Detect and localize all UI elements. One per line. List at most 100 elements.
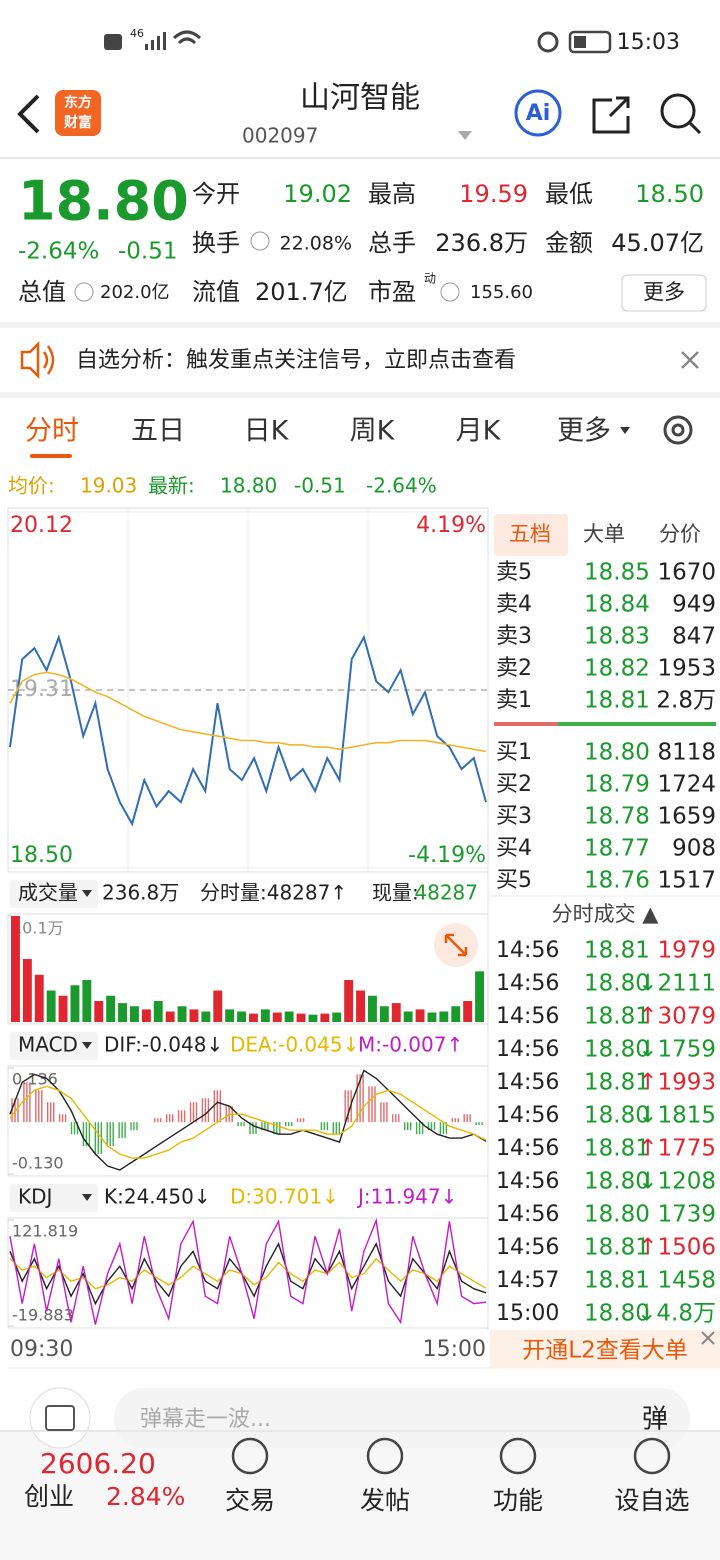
index-value[interactable]: 2606.20: [40, 1447, 156, 1480]
nav-icon[interactable]: [499, 1437, 537, 1475]
book-price: 18.84: [584, 592, 650, 618]
volume-bar: [284, 1011, 294, 1022]
volume-bar: [415, 1009, 425, 1022]
panel-title[interactable]: 成交量: [18, 881, 78, 905]
nav-item[interactable]: 功能: [493, 1486, 543, 1515]
search-button[interactable]: [660, 93, 696, 129]
trade-time: 14:56: [496, 1037, 559, 1062]
index-name[interactable]: 创业: [24, 1482, 74, 1511]
nav-icon[interactable]: [366, 1437, 404, 1475]
dropdown-box[interactable]: [10, 880, 98, 908]
series-line: [9, 671, 487, 753]
y-tick-label: 18.50: [10, 843, 73, 868]
stat-label: 换手: [192, 229, 240, 257]
chart-frame: [7, 1217, 489, 1329]
book-volume: 1724: [657, 772, 716, 798]
y-tick-label: 19.31: [10, 677, 73, 702]
logo-text: 财富: [63, 114, 92, 131]
trade-time: 14:56: [496, 1169, 559, 1194]
tab-underline: [30, 454, 72, 458]
stat-label: 最高: [368, 180, 416, 208]
book-price: 18.82: [584, 656, 650, 682]
notice[interactable]: 自选分析：触发重点关注信号，立即点击查看: [76, 348, 516, 373]
more-button[interactable]: [621, 274, 707, 312]
trade-time: 14:57: [496, 1268, 559, 1293]
legend-item: K:24.450↓: [104, 1185, 211, 1209]
panel-title[interactable]: MACD: [18, 1033, 78, 1057]
trade-time: 15:00: [496, 1301, 559, 1326]
clock: 15:03: [617, 30, 680, 55]
back-button[interactable]: [17, 94, 40, 134]
tab[interactable]: 周K: [350, 416, 396, 447]
volume-bar: [201, 1011, 211, 1022]
volume-bar: [189, 1009, 199, 1022]
book-label: 买5: [496, 868, 532, 893]
panel-title[interactable]: KDJ: [18, 1185, 52, 1209]
banner[interactable]: 开通L2查看大单: [522, 1338, 687, 1364]
book-price: 18.80: [584, 740, 650, 766]
danmaku-button[interactable]: 弹: [642, 1405, 668, 1435]
tab[interactable]: 分时: [25, 416, 79, 447]
stat-label: 最低: [545, 180, 593, 208]
book-tab[interactable]: 五档: [509, 522, 551, 546]
stat-value: 201.7亿: [255, 278, 348, 306]
nav-icon[interactable]: [633, 1437, 671, 1475]
book-volume: 8118: [657, 740, 716, 766]
book-label: 卖4: [496, 592, 532, 617]
info-icon: [250, 231, 270, 251]
x-tick-label: 09:30: [10, 1337, 73, 1362]
close-banner[interactable]: [701, 1331, 715, 1345]
ratio-bar: [494, 722, 558, 726]
trade-price: 18.80: [584, 1169, 650, 1195]
nav-item[interactable]: 设自选: [614, 1486, 689, 1515]
summary: 18.80: [220, 474, 277, 498]
tab[interactable]: 日K: [244, 416, 290, 447]
volume-bar: [391, 1003, 401, 1022]
tab[interactable]: 五日: [131, 416, 185, 447]
tab[interactable]: 更多: [557, 416, 611, 447]
dropdown-box[interactable]: [10, 1032, 98, 1060]
book-price: 18.77: [584, 836, 650, 862]
trade-price: 18.81: [584, 1235, 650, 1261]
panel-value: 236.8万: [102, 881, 179, 905]
divider: [0, 1430, 720, 1432]
comment-input[interactable]: [114, 1388, 690, 1448]
volume-bar: [106, 995, 116, 1022]
tab[interactable]: 月K: [456, 416, 502, 447]
ai-button[interactable]: [514, 89, 562, 137]
trade-time: 14:56: [496, 1004, 559, 1029]
summary: -0.51: [294, 474, 346, 498]
volume-bar: [141, 1009, 151, 1022]
stat-sup: 动: [424, 272, 436, 286]
nav-icon[interactable]: [231, 1437, 269, 1475]
trade-time: 14:56: [496, 1235, 559, 1260]
share-button[interactable]: [592, 96, 630, 134]
panel-value: 48287: [414, 881, 478, 905]
nav-item[interactable]: 交易: [225, 1486, 275, 1515]
dropdown-icon[interactable]: [458, 131, 472, 140]
close-notice[interactable]: [681, 351, 699, 369]
book-price: 18.76: [584, 868, 650, 894]
stat-label: 今开: [192, 180, 240, 208]
book-tab[interactable]: 大单: [583, 522, 625, 546]
volume-bar: [379, 1006, 389, 1022]
settings-button[interactable]: [663, 415, 693, 445]
banner-bg[interactable]: [490, 1330, 720, 1368]
book-label: 卖5: [496, 560, 532, 585]
stat-label: 流值: [192, 278, 240, 306]
nav-item[interactable]: 发帖: [360, 1486, 410, 1515]
book-volume: 1953: [657, 656, 716, 682]
volume-bar: [225, 1009, 235, 1022]
info-icon: [440, 282, 460, 302]
book-tab[interactable]: 分价: [659, 522, 701, 546]
comment-icon[interactable]: [29, 1387, 91, 1449]
trade-time: 14:56: [496, 1103, 559, 1128]
y2-tick-label: 4.19%: [416, 513, 486, 538]
trades-title[interactable]: 分时成交 ▲: [552, 902, 660, 926]
stock-code: 002097: [242, 124, 318, 148]
y-tick-label: -0.130: [12, 1154, 64, 1173]
dropdown-box[interactable]: [10, 1184, 98, 1212]
logo: [55, 90, 101, 136]
index-change[interactable]: 2.84%: [106, 1482, 185, 1511]
volume-bar: [82, 980, 92, 1022]
